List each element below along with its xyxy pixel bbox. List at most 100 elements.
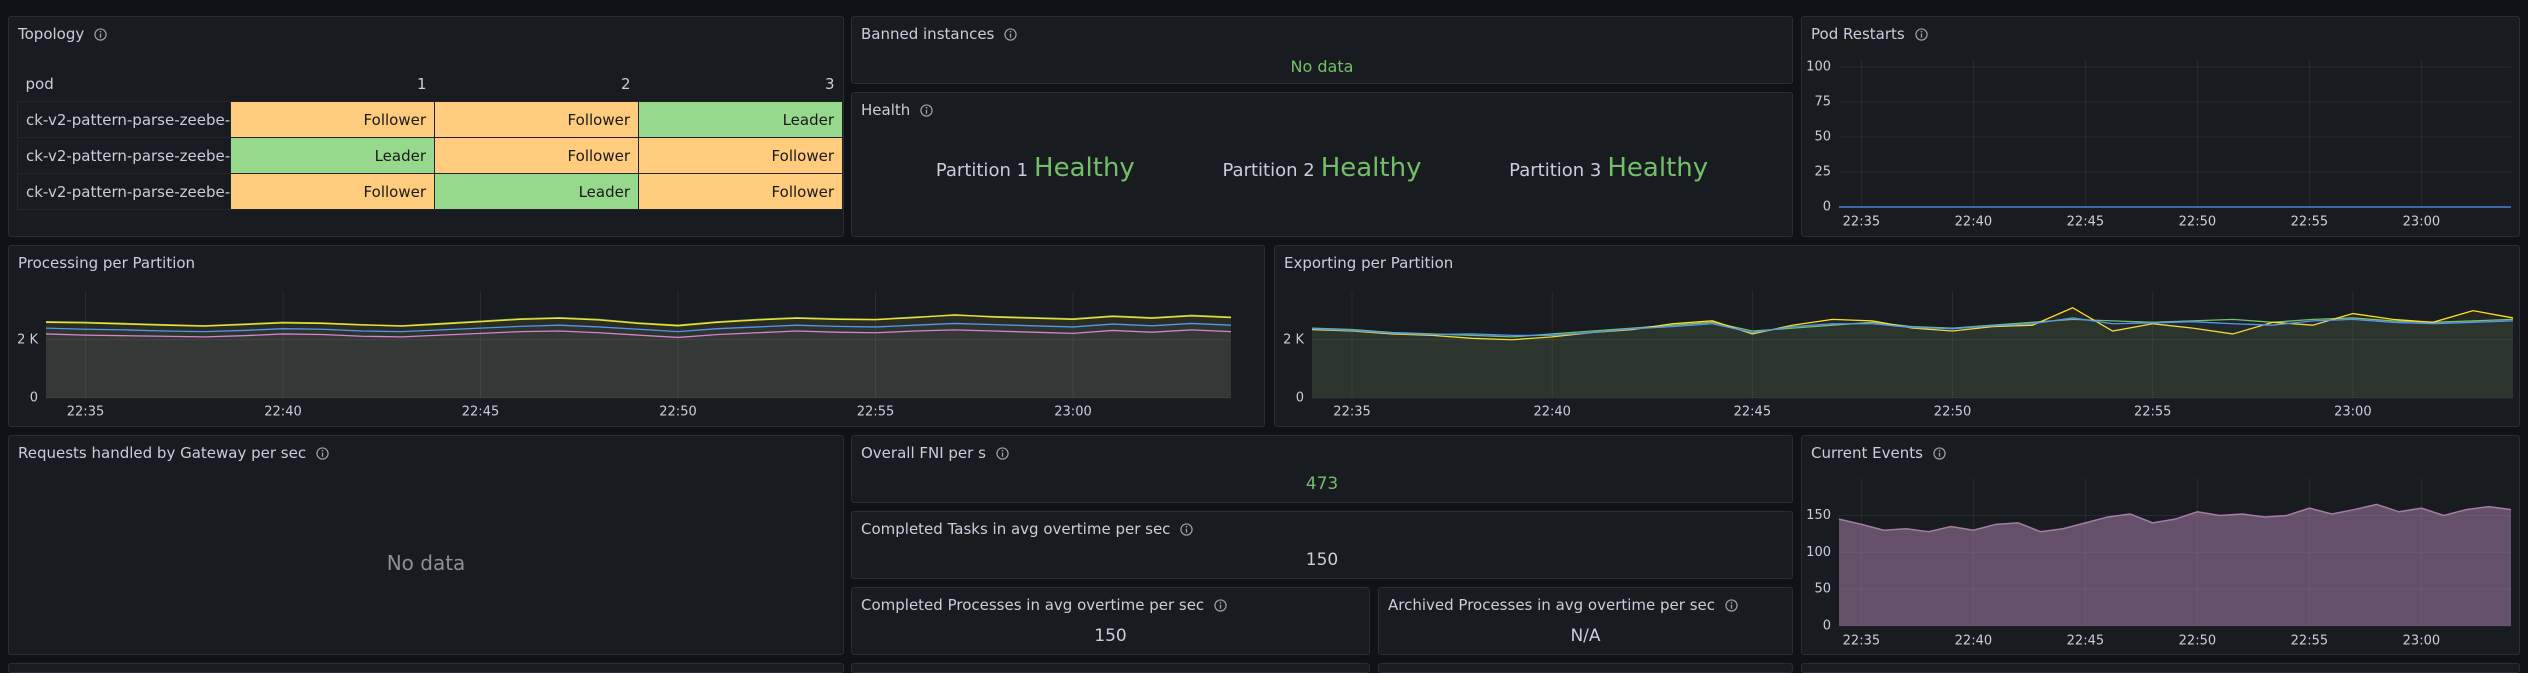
pod-restarts-panel: Pod Restarts 0 25 50 75 100 22:35 22:40 22:45 22… xyxy=(1801,16,2520,237)
fni-panel: Overall FNI per s 473 xyxy=(851,435,1793,503)
x-tick-label: 22:45 xyxy=(2067,634,2104,649)
y-tick-label: 25 xyxy=(1814,165,1831,180)
panel-title: Overall FNI per s xyxy=(861,444,986,462)
icon-dot xyxy=(1186,525,1188,528)
icon-dot xyxy=(925,106,928,109)
icon-circle xyxy=(1214,598,1227,612)
area-fill xyxy=(1312,307,2513,398)
topology-panel: Topology pod 1 2 3 ck-v2-pattern-parse-zeebe… xyxy=(8,16,844,237)
panel-title-row: Archived Processes in avg overtime per s… xyxy=(1388,596,1738,614)
pod-cell: ck-v2-pattern-parse-zeebe-2 xyxy=(17,101,231,138)
table-row: ck-v2-pattern-parse-zeebe-1 Follower Leade… xyxy=(17,173,843,210)
x-tick-label: 22:50 xyxy=(1934,405,1971,420)
banned-panel: Banned instances No data xyxy=(851,16,1793,84)
column-header: 1 xyxy=(416,75,427,93)
panel-stub xyxy=(851,663,1370,673)
info-icon xyxy=(1915,27,1928,41)
icon-circle xyxy=(1915,27,1928,41)
icon-dot xyxy=(1938,449,1941,452)
x-tick-label: 22:40 xyxy=(1955,215,1992,230)
x-tick-label: 22:55 xyxy=(857,405,894,420)
panel-stub xyxy=(1378,663,1793,673)
icon-circle xyxy=(1180,522,1194,536)
partition-label: Partition 2 xyxy=(1222,160,1315,181)
x-tick-label: 22:40 xyxy=(264,405,301,420)
partition-status: Healthy xyxy=(1320,153,1422,183)
partition-status: Healthy xyxy=(1034,153,1135,183)
header-row: pod 1 2 3 xyxy=(18,67,843,102)
panel-title-row: Exporting per Partition xyxy=(1284,254,1453,272)
panel-title-row: Pod Restarts xyxy=(1811,25,1928,43)
x-tick-label: 22:45 xyxy=(1734,405,1771,420)
icon-dot xyxy=(1920,30,1923,33)
info-icon xyxy=(316,446,329,460)
role-cell: Leader xyxy=(434,173,639,210)
icon-circle xyxy=(1933,446,1946,460)
info-icon xyxy=(920,103,933,117)
y-tick-label: 100 xyxy=(1806,60,1831,75)
series-line xyxy=(1838,503,2512,533)
panel-title: Current Events xyxy=(1811,444,1923,462)
stat-value: 150 xyxy=(1094,626,1127,646)
icon-dot xyxy=(1219,601,1222,604)
y-tick-label: 75 xyxy=(1814,95,1831,110)
column-header: 3 xyxy=(824,75,835,93)
role-cell: Follower xyxy=(230,173,435,210)
panel-title: Archived Processes in avg overtime per s… xyxy=(1388,596,1716,614)
icon-circle xyxy=(94,27,107,41)
panel-title-row: Completed Processes in avg overtime per … xyxy=(861,596,1227,614)
x-tick-label: 22:40 xyxy=(1533,405,1570,420)
table-row: ck-v2-pattern-parse-zeebe-0 Leader Followe… xyxy=(17,137,843,174)
x-tick-label: 22:35 xyxy=(1333,405,1370,420)
chart: 0 25 50 75 100 22:35 22:40 22:45 22:50 22:55 23:00 xyxy=(1806,59,2511,230)
tasks-panel: Completed Tasks in avg overtime per sec … xyxy=(851,511,1793,579)
column-header: pod xyxy=(25,75,54,93)
icon-circle xyxy=(1004,27,1018,41)
no-data: No data xyxy=(386,551,466,575)
area-fill xyxy=(1312,317,2513,398)
series-line xyxy=(45,314,1232,327)
y-tick-label: 2 K xyxy=(1283,332,1304,347)
x-tick-label: 22:35 xyxy=(1843,215,1880,230)
chart: 0 50 100 150 22:35 22:40 22:45 22:50 22:55 23:00 xyxy=(1806,478,2512,649)
x-tick-label: 22:55 xyxy=(2291,634,2328,649)
x-tick-label: 22:55 xyxy=(2291,215,2328,230)
x-tick-label: 22:45 xyxy=(2067,215,2104,230)
panel-title-row: Banned instances xyxy=(861,25,1018,43)
area-fill xyxy=(46,323,1231,398)
panel-title: Banned instances xyxy=(861,25,995,43)
role-cell: Leader xyxy=(230,137,435,174)
current-events-panel: Current Events 0 50 100 150 22:35 22:40 22:45 2… xyxy=(1801,435,2520,655)
info-icon xyxy=(996,446,1009,460)
role-cell: Follower xyxy=(638,173,843,210)
y-tick-label: 150 xyxy=(1806,508,1831,523)
role-cell: Leader xyxy=(638,101,843,138)
series-line xyxy=(1311,317,2514,338)
role-cell: Follower xyxy=(638,137,843,174)
x-tick-label: 23:00 xyxy=(1054,405,1091,420)
panel-title-row: Current Events xyxy=(1811,444,1946,462)
y-tick-label: 0 xyxy=(30,391,38,406)
processes-panel: Completed Processes in avg overtime per … xyxy=(851,587,1370,655)
pod-cell: ck-v2-pattern-parse-zeebe-0 xyxy=(17,137,231,174)
y-tick-label: 0 xyxy=(1823,200,1831,215)
y-tick-label: 100 xyxy=(1806,545,1831,560)
panel-stub xyxy=(1801,663,2520,673)
chart: 0 2 K 22:35 22:40 22:45 22:50 22:55 23:00 xyxy=(17,291,1232,420)
info-icon xyxy=(94,27,107,41)
role-cell: Follower xyxy=(230,101,435,138)
x-tick-label: 23:00 xyxy=(2403,215,2440,230)
icon-dot xyxy=(1730,601,1733,604)
icon-dot xyxy=(1001,449,1004,452)
y-tick-label: 50 xyxy=(1814,582,1831,597)
panel-title: Completed Processes in avg overtime per … xyxy=(861,596,1205,614)
info-icon xyxy=(1180,522,1194,536)
area-fill xyxy=(46,329,1231,398)
panel-title: Pod Restarts xyxy=(1811,25,1905,43)
x-tick-label: 23:00 xyxy=(2403,634,2440,649)
partition-status: Healthy xyxy=(1607,153,1709,183)
partition: Partition 1 Healthy xyxy=(936,153,1135,183)
info-icon xyxy=(1933,446,1946,460)
health-panel: Health Partition 1 Healthy Partition 2 Heal… xyxy=(851,92,1793,237)
panel-title-row: Completed Tasks in avg overtime per sec xyxy=(861,520,1194,538)
